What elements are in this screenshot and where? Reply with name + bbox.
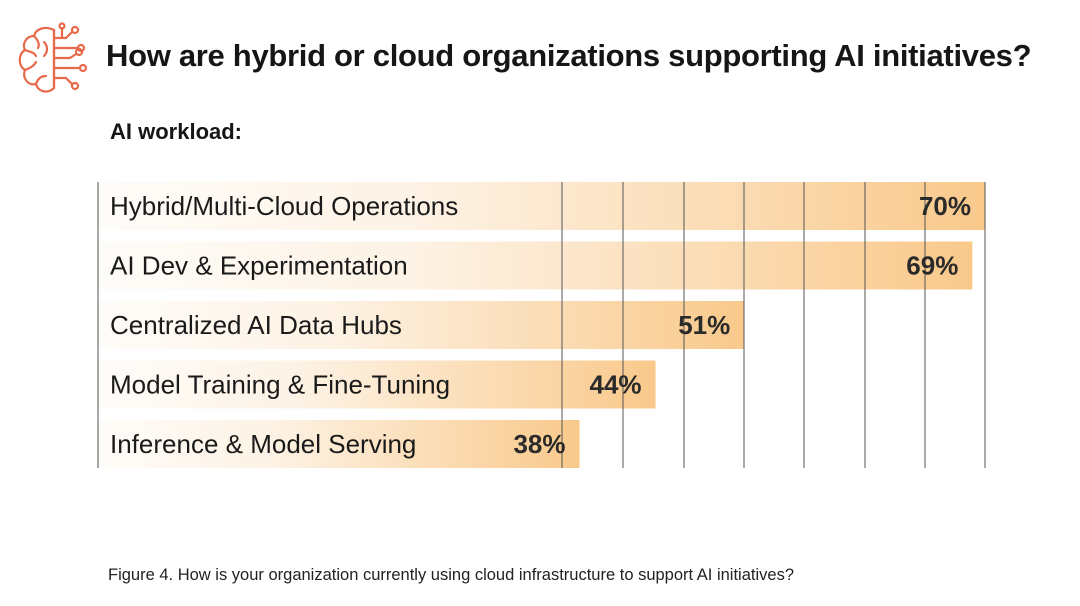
chart-subtitle: AI workload: — [110, 119, 243, 144]
category-label: Centralized AI Data Hubs — [110, 310, 402, 340]
bar — [98, 420, 580, 468]
brain-circuit-icon — [18, 22, 88, 93]
category-label: Model Training & Fine-Tuning — [110, 370, 450, 400]
bar — [98, 182, 985, 230]
page-title: How are hybrid or cloud organizations su… — [106, 38, 1032, 73]
category-label: AI Dev & Experimentation — [110, 251, 408, 281]
category-label: Inference & Model Serving — [110, 429, 416, 459]
value-label: 44% — [589, 370, 641, 400]
category-label: Hybrid/Multi-Cloud Operations — [110, 191, 458, 221]
bar — [98, 301, 745, 349]
value-label: 38% — [513, 429, 565, 459]
value-label: 51% — [678, 310, 730, 340]
value-label: 69% — [906, 251, 958, 281]
bar — [98, 241, 973, 290]
bar — [98, 360, 656, 409]
header: How are hybrid or cloud organizations su… — [0, 0, 1080, 110]
value-label: 70% — [919, 191, 971, 221]
figure-caption: Figure 4. How is your organization curre… — [108, 566, 794, 584]
